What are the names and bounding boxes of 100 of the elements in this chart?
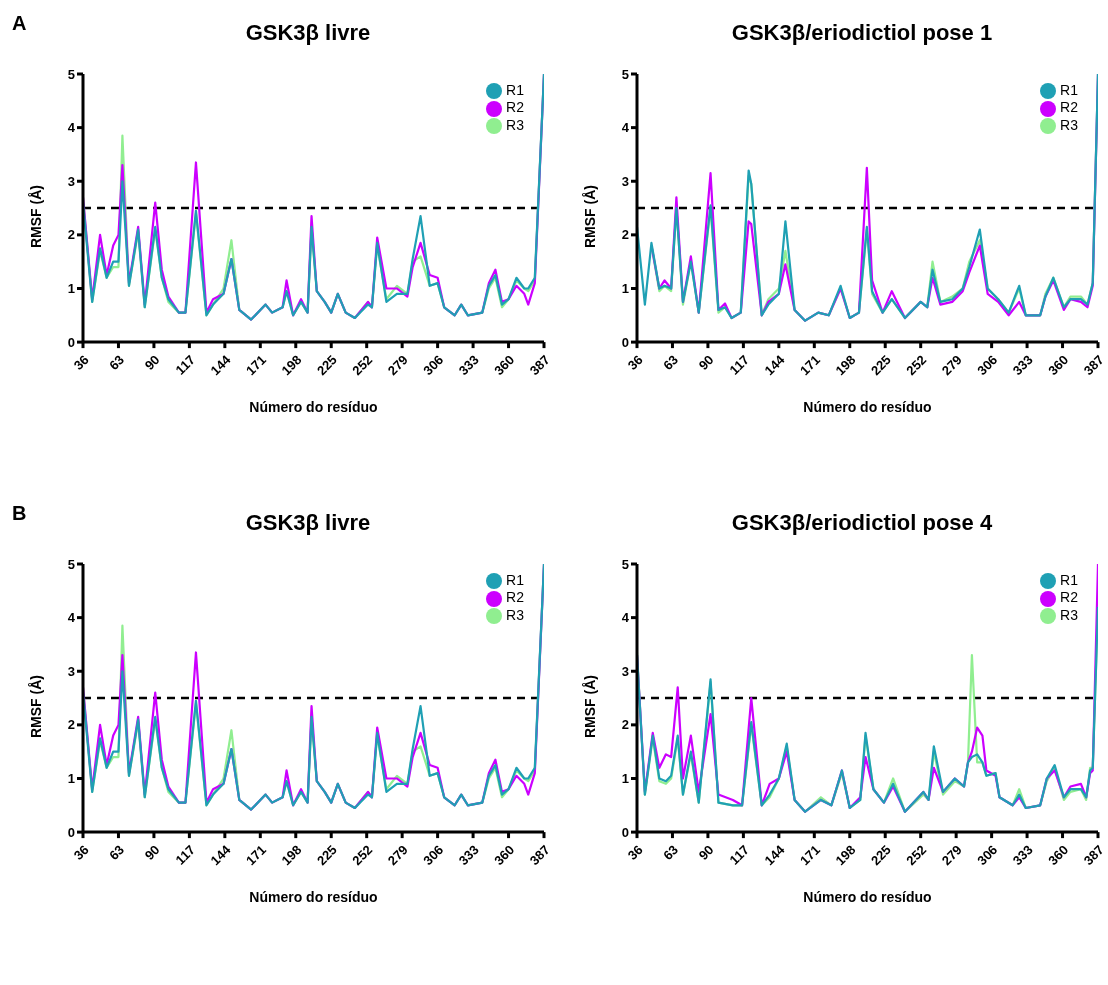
legend-label: R2 [506,99,524,116]
legend-label: R1 [1060,572,1078,588]
x-tick-label: 63 [660,352,682,373]
legend-label: R2 [506,589,524,606]
legend-label: R2 [1060,99,1078,116]
y-tick-label: 4 [621,120,630,136]
x-axis-title: Número do resíduo [803,399,932,416]
y-tick-label: 4 [67,120,76,136]
y-tick-label: 3 [67,663,75,679]
x-tick-label: 387 [1080,842,1107,869]
y-tick-label: 3 [67,173,75,189]
legend-label: R1 [1060,82,1078,98]
x-tick-label: 360 [491,842,518,869]
x-tick-label: 279 [384,352,411,379]
x-axis-title: Número do resíduo [803,889,932,906]
y-tick-label: 2 [67,227,75,243]
x-tick-label: 252 [349,352,376,379]
x-tick-label: 333 [455,352,482,379]
x-tick-label: 198 [278,352,305,379]
x-tick-label: 306 [974,842,1001,869]
y-tick-label: 2 [621,717,629,733]
legend-label: R3 [506,606,524,623]
y-tick-label: 3 [621,663,629,679]
y-axis-title: RMSF (Å) [27,185,44,249]
x-tick-label: 279 [938,842,965,869]
x-tick-label: 63 [660,842,682,863]
x-tick-label: 360 [1045,352,1072,379]
line-series [637,605,1098,813]
x-tick-label: 117 [172,352,199,378]
x-tick-label: 171 [797,352,823,379]
x-tick-label: 144 [761,351,789,379]
x-tick-label: 333 [1009,842,1036,869]
x-tick-label: 306 [974,352,1001,379]
x-tick-label: 279 [938,352,965,379]
x-tick-label: 279 [384,842,411,869]
x-tick-label: 171 [243,352,269,379]
x-tick-label: 117 [726,352,753,378]
x-tick-label: 36 [70,842,92,863]
x-tick-label: 117 [726,842,753,868]
x-tick-label: 252 [903,842,930,869]
x-tick-label: 63 [106,352,128,373]
legend-label: R3 [1060,116,1078,133]
legend-label: R3 [1060,606,1078,623]
x-tick-label: 225 [313,352,340,379]
y-tick-label: 1 [621,281,629,297]
y-tick-label: 4 [67,610,76,626]
x-tick-label: 387 [1080,352,1107,379]
y-tick-label: 5 [67,556,75,572]
x-tick-label: 90 [695,842,717,863]
x-tick-label: 90 [141,352,163,373]
x-tick-label: 198 [832,842,859,869]
x-tick-label: 252 [903,352,930,379]
x-tick-label: 36 [624,352,646,373]
x-tick-label: 198 [832,352,859,379]
x-tick-label: 360 [491,352,518,379]
x-tick-label: 333 [455,842,482,869]
y-tick-label: 1 [67,771,75,787]
chart-title: GSK3β/eriodictiol pose 1 [730,20,994,46]
x-tick-label: 36 [70,352,92,373]
x-tick-label: 387 [526,842,553,869]
x-tick-label: 90 [141,842,163,863]
x-tick-label: 144 [207,841,235,869]
x-axis-title: Número do resíduo [249,889,378,906]
y-tick-label: 5 [67,66,75,82]
x-tick-label: 171 [797,842,823,869]
y-tick-label: 5 [621,556,629,572]
x-tick-label: 306 [420,842,447,869]
text: B [12,502,27,525]
y-tick-label: 5 [621,66,629,82]
x-tick-label: 90 [695,352,717,373]
y-tick-label: 1 [621,771,629,787]
y-tick-label: 1 [67,281,75,297]
chart-title: GSK3β/eriodictiol pose 4 [730,510,994,536]
y-axis-title: RMSF (Å) [581,185,598,249]
x-tick-label: 144 [761,841,789,869]
y-tick-label: 0 [621,824,629,840]
y-axis-title: RMSF (Å) [581,675,598,739]
x-tick-label: 144 [207,351,235,379]
legend-label: R3 [506,116,524,133]
y-tick-label: 0 [621,334,629,350]
x-tick-label: 171 [243,842,269,869]
y-tick-label: 2 [621,227,629,243]
legend-label: R1 [506,572,524,588]
y-axis-title: RMSF (Å) [27,675,44,739]
x-tick-label: 225 [313,842,340,869]
y-tick-label: 0 [67,334,75,350]
chart-title: GSK3β livre [244,510,372,536]
x-tick-label: 333 [1009,352,1036,379]
y-tick-label: 0 [67,824,75,840]
chart-title: GSK3β livre [244,20,372,46]
y-tick-label: 3 [621,173,629,189]
y-tick-label: 4 [621,610,630,626]
x-tick-label: 117 [172,842,199,868]
x-tick-label: 387 [526,352,553,379]
x-axis-title: Número do resíduo [249,399,378,416]
y-tick-label: 2 [67,717,75,733]
x-tick-label: 225 [867,842,894,869]
x-tick-label: 198 [278,842,305,869]
x-tick-label: 36 [624,842,646,863]
legend-label: R2 [1060,589,1078,606]
